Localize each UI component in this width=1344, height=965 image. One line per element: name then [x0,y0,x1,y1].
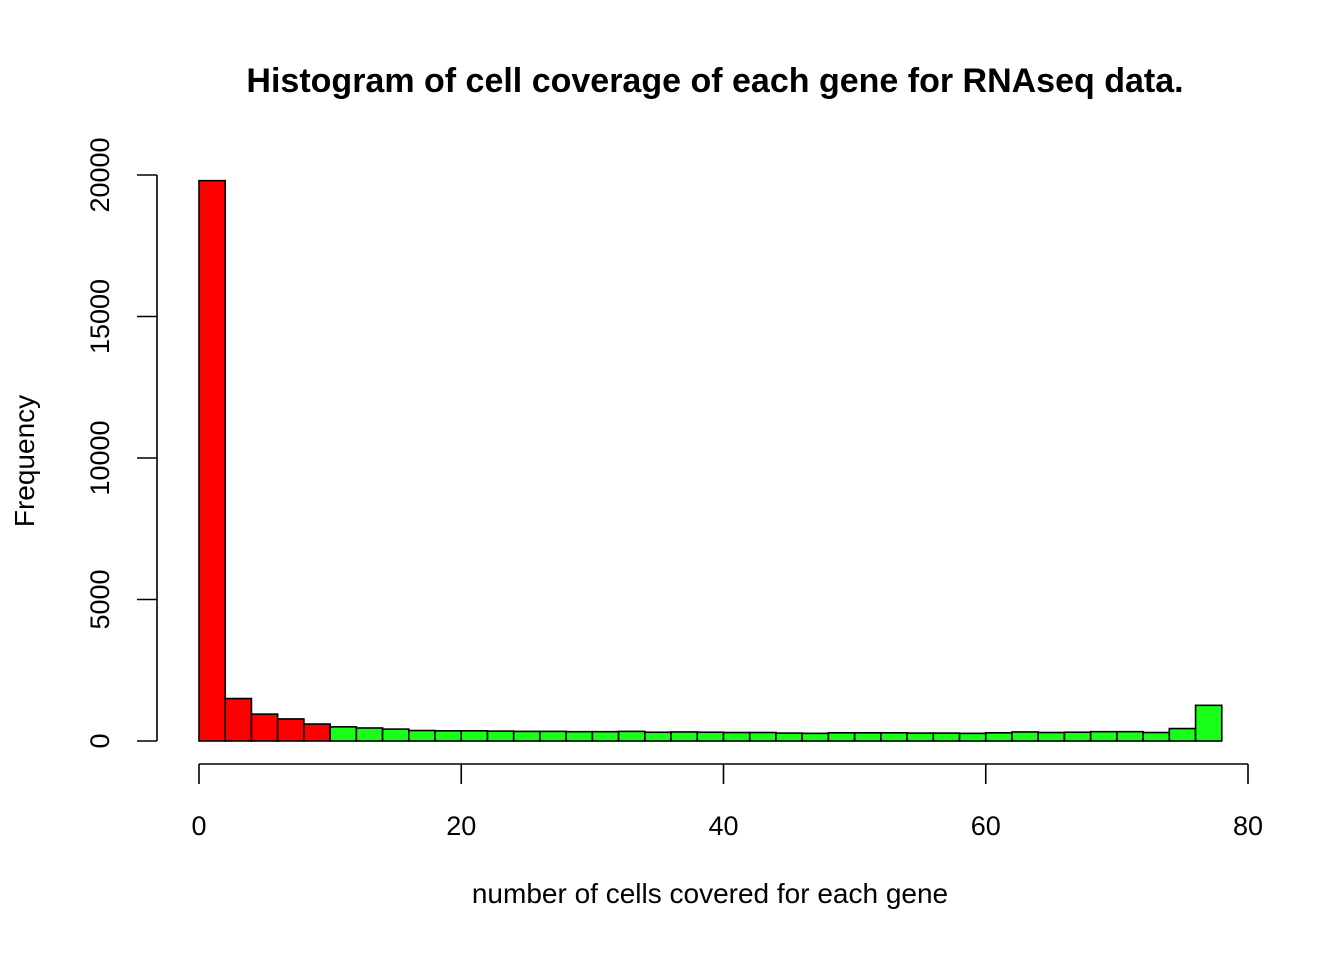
histogram-bar [853,731,882,742]
x-axis-label: number of cells covered for each gene [472,878,948,909]
histogram-bar [250,713,279,742]
histogram-bar [696,731,725,742]
histogram-bar [198,179,227,742]
histogram-bar [722,731,751,742]
histogram-bar [906,732,935,742]
histogram-bar [276,718,305,742]
histogram-bar [1011,731,1040,742]
y-axis-label: Frequency [9,395,40,527]
histogram-bar [1063,731,1092,742]
histogram-bar [1194,704,1223,742]
x-tick-label: 40 [708,811,738,841]
histogram-bar [984,731,1013,742]
histogram-bar [880,731,908,742]
histogram-bar [644,731,672,742]
y-tick-label: 15000 [85,279,115,354]
x-tick-label: 60 [971,811,1001,841]
histogram-bar [486,730,515,742]
histogram-bar [1116,730,1144,742]
y-tick-label: 0 [85,733,115,748]
histogram-bar [224,697,253,742]
histogram-bar [1142,731,1171,742]
histogram-bar [1089,730,1118,742]
histogram-bar [512,730,541,742]
chart-title: Histogram of cell coverage of each gene … [246,62,1183,100]
y-tick-label: 10000 [85,420,115,495]
histogram-bar [1037,731,1066,742]
histogram-bar [434,730,463,742]
histogram-bar [932,732,961,742]
histogram-bar [670,731,699,742]
bars-group [198,179,1223,742]
histogram-bar [591,730,620,742]
y-tick-label: 20000 [85,137,115,212]
histogram-bar [407,729,436,742]
histogram-bar [775,732,803,742]
histogram-bar [617,730,646,742]
histogram-bar [329,726,358,742]
histogram-bar [539,730,567,742]
histogram-bar [748,731,777,742]
histogram-bar [958,732,987,742]
x-tick-label: 20 [446,811,476,841]
y-tick-label: 5000 [85,569,115,629]
x-tick-label: 80 [1233,811,1263,841]
histogram-bar [827,731,856,742]
histogram-bar [355,727,384,742]
histogram-bar [565,730,594,742]
x-axis: 0 20 40 60 80 [191,763,1263,841]
histogram-bar [801,732,830,742]
histogram-bar [303,723,331,742]
y-axis: 0 5000 10000 15000 20000 [85,137,158,749]
histogram-bar [381,728,410,742]
histogram-bar [460,730,489,742]
x-tick-label: 0 [191,811,206,841]
histogram-bar [1168,727,1197,742]
